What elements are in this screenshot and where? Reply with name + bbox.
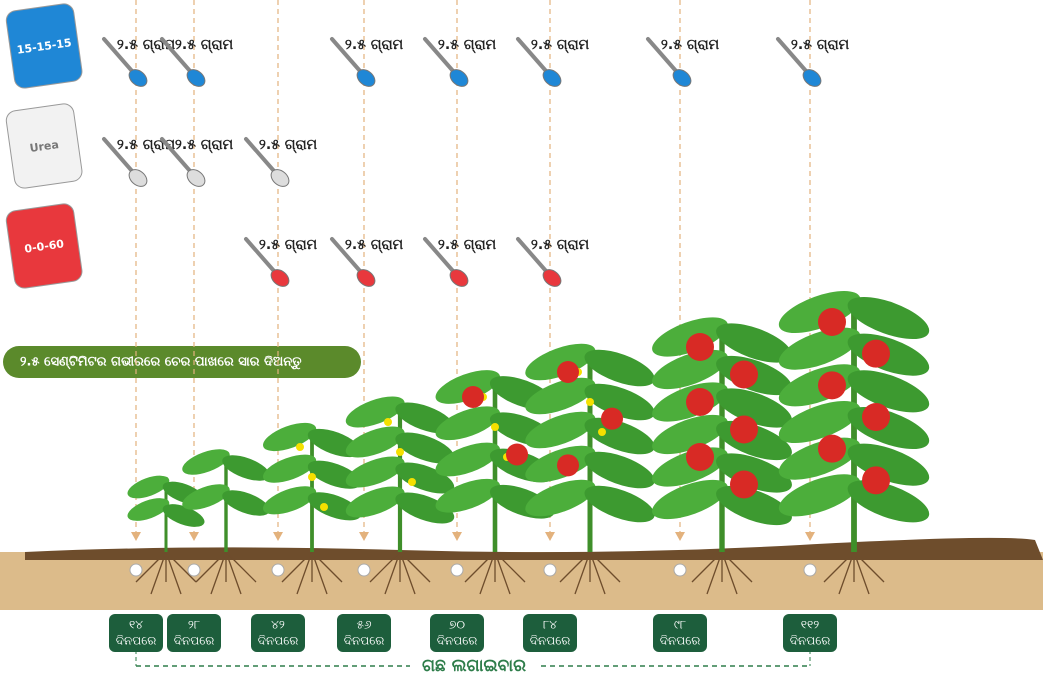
- day-number: ୧୧୨: [801, 618, 820, 632]
- fertilizer-pellet: [130, 564, 142, 576]
- tomato: [862, 340, 890, 368]
- day-unit: ଦିନପରେ: [530, 634, 571, 648]
- footer-text: ଗଛ ଲଗାଇବାର: [422, 656, 526, 676]
- tomato: [557, 361, 579, 383]
- tomato: [686, 388, 714, 416]
- dose-label: ୨.୫ ଗ୍ରାମ: [531, 37, 590, 54]
- fertilizer-pellet: [674, 564, 686, 576]
- day-number: ୫୬: [356, 618, 371, 632]
- day-unit: ଦିନପରେ: [344, 634, 385, 648]
- flower: [408, 478, 416, 486]
- tomato: [818, 308, 846, 336]
- tomato: [557, 454, 579, 476]
- guide-arrow: [273, 532, 283, 541]
- dose-label: ୨.୫ ଗ୍ରାମ: [791, 37, 850, 54]
- fertilizer-pellet: [544, 564, 556, 576]
- dose-label: ୨.୫ ଗ୍ରାମ: [175, 37, 234, 54]
- soil-surface: [25, 538, 1043, 560]
- dose-label: ୨.୫ ଗ୍ରାମ: [531, 237, 590, 254]
- tomato: [686, 443, 714, 471]
- tomato: [730, 361, 758, 389]
- tomato: [601, 408, 623, 430]
- guide-arrow: [675, 532, 685, 541]
- flower: [586, 398, 594, 406]
- day-number: ୮୪: [543, 618, 557, 632]
- day-number: ୪୨: [271, 618, 285, 632]
- day-number: ୨୮: [188, 618, 200, 632]
- dose-label: ୨.୫ ଗ୍ରାମ: [438, 237, 497, 254]
- flower: [320, 503, 328, 511]
- dose-label: ୨.୫ ଗ୍ରାମ: [259, 237, 318, 254]
- day-unit: ଦିନପରେ: [116, 634, 157, 648]
- dose-label: ୨.୫ ଗ୍ରାମ: [259, 137, 318, 154]
- dose-label: ୨.୫ ଗ୍ରାମ: [175, 137, 234, 154]
- tomato: [506, 444, 528, 466]
- flower: [396, 448, 404, 456]
- dose-label: ୨.୫ ଗ୍ରାମ: [345, 237, 404, 254]
- flower: [491, 423, 499, 431]
- day-unit: ଦିନପରେ: [437, 634, 478, 648]
- dose-label: ୨.୫ ଗ୍ରାମ: [661, 37, 720, 54]
- tomato: [818, 371, 846, 399]
- fertilizer-pellet: [272, 564, 284, 576]
- guide-arrow: [452, 532, 462, 541]
- infographic: ୨.୫ ସେଣ୍ଟିମିଟର ଗଭୀରରେ ଚେର ପାଖରେ ସାର ଦିଅନ…: [0, 0, 1043, 685]
- day-number: ୧୪: [129, 618, 143, 632]
- day-number: ୯୮: [674, 618, 686, 632]
- tomato: [462, 386, 484, 408]
- banner-text: ୨.୫ ସେଣ୍ଟିମିଟର ଗଭୀରରେ ଚେର ପାଖରେ ସାର ଦିଅନ…: [20, 354, 302, 371]
- day-unit: ଦିନପରେ: [258, 634, 299, 648]
- tomato: [730, 416, 758, 444]
- guide-arrow: [131, 532, 141, 541]
- day-number: ୭୦: [449, 618, 465, 632]
- fertilizer-pellet: [188, 564, 200, 576]
- day-unit: ଦିନପରେ: [174, 634, 215, 648]
- tomato: [862, 466, 890, 494]
- day-unit: ଦିନପରେ: [790, 634, 831, 648]
- fertilizer-pellet: [804, 564, 816, 576]
- guide-arrow: [805, 532, 815, 541]
- tomato: [862, 403, 890, 431]
- guide-arrow: [545, 532, 555, 541]
- flower: [384, 418, 392, 426]
- tomato: [686, 333, 714, 361]
- guide-arrow: [359, 532, 369, 541]
- fertilizer-pellet: [358, 564, 370, 576]
- tomato: [730, 471, 758, 499]
- flower: [598, 428, 606, 436]
- fertilizer-pellet: [451, 564, 463, 576]
- day-unit: ଦିନପରେ: [660, 634, 701, 648]
- dose-label: ୨.୫ ଗ୍ରାମ: [345, 37, 404, 54]
- guide-arrow: [189, 532, 199, 541]
- flower: [296, 443, 304, 451]
- dose-label: ୨.୫ ଗ୍ରାମ: [438, 37, 497, 54]
- tomato: [818, 435, 846, 463]
- flower: [308, 473, 316, 481]
